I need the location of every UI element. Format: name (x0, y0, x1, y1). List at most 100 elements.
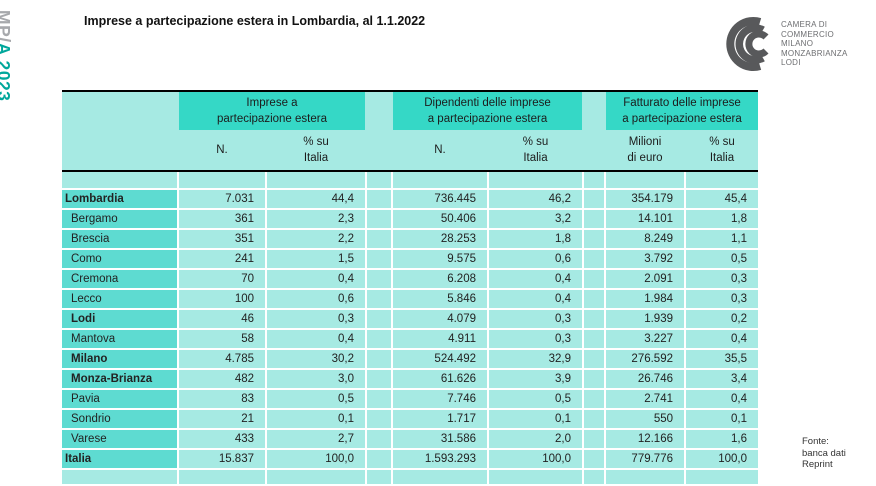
cell-dipendenti-pct: 0,4 (489, 290, 582, 308)
spacer-cell (584, 310, 604, 328)
spacer-cell (367, 370, 391, 388)
cell-fatturato-mln: 1.939 (606, 310, 684, 328)
cell-fatturato-mln: 2.091 (606, 270, 684, 288)
row-label: Lecco (62, 290, 177, 308)
cell-fatturato-mln: 2.741 (606, 390, 684, 408)
spacer-cell (367, 330, 391, 348)
cell-fatturato-mln: 8.249 (606, 230, 684, 248)
cell-imprese-n: 46 (179, 310, 265, 328)
cell-fatturato-mln: 3.792 (606, 250, 684, 268)
cell-fatturato-pct: 100,0 (686, 450, 758, 468)
spacer-cell (584, 450, 604, 468)
cell-fatturato-pct: 3,4 (686, 370, 758, 388)
cell-imprese-pct: 0,3 (267, 310, 365, 328)
cell-dipendenti-pct: 1,8 (489, 230, 582, 248)
cell-imprese-n: 7.031 (179, 190, 265, 208)
cell-dipendenti-n: 7.746 (393, 390, 487, 408)
spacer-cell (367, 390, 391, 408)
cell-dipendenti-n: 736.445 (393, 190, 487, 208)
cell-fatturato-pct: 1,8 (686, 210, 758, 228)
cell-dipendenti-pct: 46,2 (489, 190, 582, 208)
cell-imprese-pct: 0,6 (267, 290, 365, 308)
cell-imprese-n: 21 (179, 410, 265, 428)
cell-imprese-n: 58 (179, 330, 265, 348)
cell-imprese-pct: 30,2 (267, 350, 365, 368)
row-label: Varese (62, 430, 177, 448)
col-dipendenti-pct: % su Italia (522, 135, 549, 164)
cell-imprese-n: 100 (179, 290, 265, 308)
spacer-cell (584, 330, 604, 348)
cell-imprese-n: 15.837 (179, 450, 265, 468)
spacer-cell (367, 350, 391, 368)
corner-cell (62, 130, 177, 170)
data-table: Imprese a partecipazione estera Dipenden… (62, 90, 758, 484)
table-row: Lombardia 7.031 44,4 736.445 46,2 354.17… (62, 190, 758, 208)
row-label: Monza-Brianza (62, 370, 177, 388)
table-header: Imprese a partecipazione estera Dipenden… (62, 90, 758, 172)
cell-dipendenti-n: 28.253 (393, 230, 487, 248)
table-row: Varese 433 2,7 31.586 2,0 12.166 1,6 (62, 430, 758, 448)
brand-year: 2023 (0, 60, 14, 102)
table-body: Lombardia 7.031 44,4 736.445 46,2 354.17… (62, 172, 758, 484)
cell-imprese-n: 4.785 (179, 350, 265, 368)
cell-fatturato-mln: 550 (606, 410, 684, 428)
cell-imprese-n: 361 (179, 210, 265, 228)
cell-dipendenti-pct: 0,1 (489, 410, 582, 428)
cell-dipendenti-pct: 2,0 (489, 430, 582, 448)
cell-imprese-n: 351 (179, 230, 265, 248)
brand-prefix: MP/ (0, 10, 14, 43)
table-row: Bergamo 361 2,3 50.406 3,2 14.101 1,8 (62, 210, 758, 228)
cell-fatturato-mln: 276.592 (606, 350, 684, 368)
cell-fatturato-mln: 26.746 (606, 370, 684, 388)
cell-fatturato-pct: 0,5 (686, 250, 758, 268)
cell-fatturato-pct: 45,4 (686, 190, 758, 208)
cell-dipendenti-n: 9.575 (393, 250, 487, 268)
spacer-cell (367, 210, 391, 228)
cell-imprese-n: 70 (179, 270, 265, 288)
cell-dipendenti-n: 524.492 (393, 350, 487, 368)
cell-fatturato-pct: 0,4 (686, 390, 758, 408)
row-label: Milano (62, 350, 177, 368)
spacer-cell (584, 430, 604, 448)
table-row: Mantova 58 0,4 4.911 0,3 3.227 0,4 (62, 330, 758, 348)
cell-dipendenti-n: 4.911 (393, 330, 487, 348)
spacer-cell (584, 210, 604, 228)
cell-fatturato-mln: 3.227 (606, 330, 684, 348)
row-label: Cremona (62, 270, 177, 288)
spacer-cell (367, 310, 391, 328)
cell-imprese-pct: 44,4 (267, 190, 365, 208)
cell-dipendenti-n: 4.079 (393, 310, 487, 328)
spacer-cell (367, 410, 391, 428)
logo-block: CAMERA DI COMMERCIO MILANO MONZABRIANZA … (722, 16, 848, 72)
cell-dipendenti-pct: 100,0 (489, 450, 582, 468)
cell-fatturato-pct: 0,1 (686, 410, 758, 428)
table-row: Sondrio 21 0,1 1.717 0,1 550 0,1 (62, 410, 758, 428)
cell-fatturato-pct: 1,1 (686, 230, 758, 248)
cell-fatturato-pct: 0,4 (686, 330, 758, 348)
spacer-cell (584, 410, 604, 428)
cell-imprese-pct: 0,4 (267, 270, 365, 288)
cell-imprese-n: 433 (179, 430, 265, 448)
cell-dipendenti-pct: 0,6 (489, 250, 582, 268)
spacer-cell (584, 92, 604, 130)
col-imprese-pct: % su Italia (303, 135, 329, 164)
group-imprese: Imprese a partecipazione estera (179, 92, 365, 130)
cell-imprese-pct: 3,0 (267, 370, 365, 388)
table-row: Cremona 70 0,4 6.208 0,4 2.091 0,3 (62, 270, 758, 288)
group-dipendenti: Dipendenti delle imprese a partecipazion… (393, 92, 582, 130)
spacer-cell (584, 350, 604, 368)
cell-dipendenti-n: 61.626 (393, 370, 487, 388)
spacer-cell (584, 190, 604, 208)
spacer-cell (584, 130, 604, 170)
cell-dipendenti-pct: 0,3 (489, 310, 582, 328)
spacer-cell (367, 450, 391, 468)
cell-fatturato-pct: 0,3 (686, 270, 758, 288)
group-fatturato: Fatturato delle imprese a partecipazione… (606, 92, 758, 130)
cell-fatturato-pct: 0,3 (686, 290, 758, 308)
row-label: Lodi (62, 310, 177, 328)
table-row: Brescia 351 2,2 28.253 1,8 8.249 1,1 (62, 230, 758, 248)
logo-text: CAMERA DI COMMERCIO MILANO MONZABRIANZA … (781, 20, 848, 68)
table-row: Milano 4.785 30,2 524.492 32,9 276.592 3… (62, 350, 758, 368)
spacer-cell (367, 190, 391, 208)
row-label: Sondrio (62, 410, 177, 428)
